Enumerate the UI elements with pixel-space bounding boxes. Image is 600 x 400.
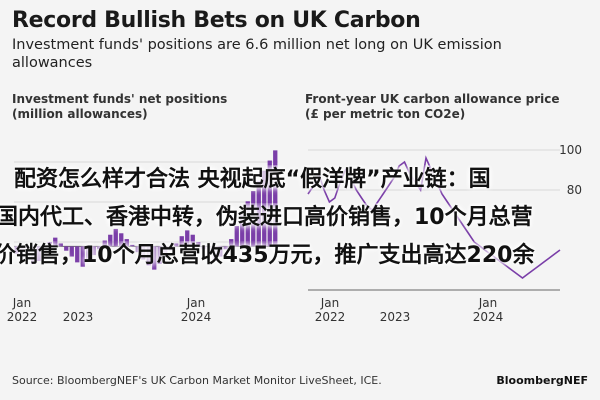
left-bar	[141, 246, 146, 260]
left-bar	[102, 240, 107, 247]
left-bar	[245, 201, 250, 247]
right-x-tick-year: 2022	[315, 310, 346, 324]
right-x-tick-year: 2024	[473, 310, 504, 324]
left-x-tick-year: 2023	[63, 310, 94, 324]
right-x-tick-year: 2023	[380, 310, 411, 324]
left-bar	[229, 239, 234, 247]
left-bar	[124, 239, 129, 247]
left-bar	[130, 244, 135, 247]
left-bar	[146, 246, 151, 266]
left-bar	[86, 246, 91, 261]
chart-subtitle: Investment funds' positions are 6.6 mill…	[12, 37, 502, 71]
left-x-tick-year: 2024	[181, 310, 212, 324]
left-bar	[196, 242, 201, 247]
right-panel-title: Front-year UK carbon allowance price (£ …	[305, 92, 560, 121]
left-bar	[25, 246, 30, 256]
left-x-tick-month: Jan	[186, 296, 206, 310]
right-y-tick: 100	[559, 143, 582, 157]
left-bar	[108, 234, 113, 247]
left-x-tick-month: Jan	[12, 296, 32, 310]
brand-logo-text: BloombergNEF	[496, 374, 588, 387]
right-x-tick-month: Jan	[478, 296, 498, 310]
left-bar	[212, 246, 217, 261]
left-bar	[273, 150, 278, 247]
left-bar	[240, 212, 245, 247]
overlay-text-line-3: 价销售，10个月总营收435万元，推广支出高达220余	[0, 243, 535, 268]
left-bar	[207, 246, 212, 256]
left-bar	[91, 246, 96, 256]
left-bar	[42, 246, 47, 253]
left-bar	[75, 246, 80, 263]
left-bar	[223, 246, 228, 250]
left-bar	[36, 246, 41, 261]
left-bar	[218, 246, 223, 257]
left-bar	[47, 242, 52, 247]
left-bar	[64, 246, 69, 251]
left-bar	[20, 246, 25, 258]
left-bar	[31, 246, 36, 264]
left-bar	[190, 234, 195, 247]
left-bar	[157, 246, 162, 264]
left-bar	[135, 246, 140, 253]
left-bar	[201, 246, 206, 250]
left-bar	[152, 246, 157, 270]
left-bar	[251, 191, 256, 247]
overlay-text-line-1: 配资怎么样才合法 央视起底“假洋牌”产业链：国	[14, 167, 491, 192]
left-bar	[97, 246, 102, 250]
left-bar	[168, 246, 173, 251]
left-bar	[14, 246, 19, 254]
left-panel-title: Investment funds' net positions (million…	[12, 92, 228, 121]
right-x-tick-month: Jan	[320, 296, 340, 310]
left-bar	[53, 237, 58, 247]
right-y-tick: 80	[567, 183, 582, 197]
right-price-line	[307, 155, 561, 279]
left-bar	[69, 246, 74, 257]
left-bar	[234, 226, 239, 247]
left-bar	[80, 246, 85, 267]
left-bar	[174, 243, 179, 247]
source-note: Source: BloombergNEF's UK Carbon Market …	[12, 374, 382, 387]
left-bar	[58, 243, 63, 247]
left-bar	[262, 170, 267, 247]
left-x-tick-year: 2022	[7, 310, 38, 324]
left-bar	[119, 233, 124, 247]
chart-title: Record Bullish Bets on UK Carbon	[12, 8, 421, 33]
left-bar	[267, 160, 272, 247]
left-bar	[256, 180, 261, 247]
left-bar	[179, 236, 184, 247]
overlay-text-line-2: 国内代工、香港中转，伪装进口高价销售，10个月总营	[0, 205, 533, 230]
left-bar	[163, 246, 168, 258]
left-bar	[113, 228, 118, 247]
left-bar	[185, 230, 190, 247]
